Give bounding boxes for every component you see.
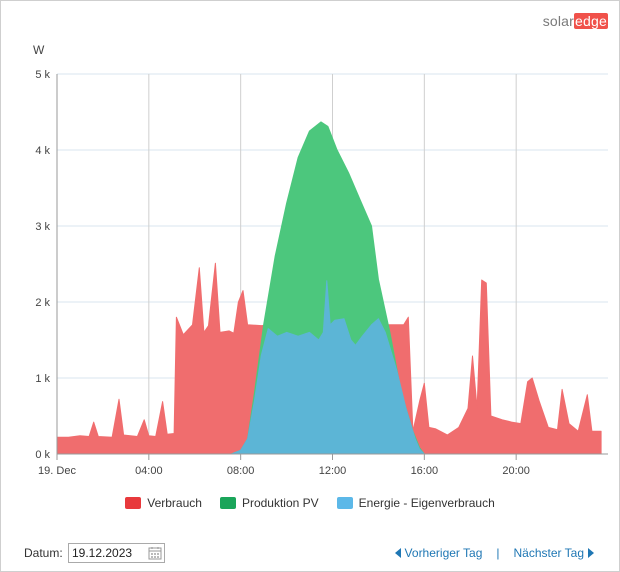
legend-swatch-eigenverbrauch bbox=[336, 497, 353, 509]
legend-item-produktion-pv[interactable]: Produktion PV bbox=[219, 496, 319, 510]
area-series-energie-eigenverbrauch bbox=[231, 280, 425, 455]
solaredge-logo: solaredge bbox=[543, 13, 608, 29]
previous-day-link[interactable]: Vorheriger Tag bbox=[394, 546, 483, 560]
chevron-right-icon bbox=[588, 548, 594, 558]
x-tick-label: 16:00 bbox=[411, 465, 439, 477]
date-input[interactable] bbox=[69, 545, 148, 561]
x-tick-label: 08:00 bbox=[227, 465, 255, 477]
y-tick-label: 2 k bbox=[35, 297, 50, 309]
y-tick-label: 1 k bbox=[35, 373, 50, 385]
x-tick-label: 20:00 bbox=[502, 465, 530, 477]
y-tick-label: 4 k bbox=[35, 145, 50, 157]
chart-legend: Verbrauch Produktion PV Energie - Eigenv… bbox=[0, 496, 620, 510]
x-tick-label: 04:00 bbox=[135, 465, 163, 477]
energy-chart: W 0 k 1 k 2 k 3 k 4 k 5 k 19. Dec 04:00 08:00 12:… bbox=[33, 43, 608, 477]
previous-day-label: Vorheriger Tag bbox=[404, 546, 483, 560]
legend-label-eigenverbrauch: Energie - Eigenverbrauch bbox=[358, 496, 495, 510]
y-tick-label: 5 k bbox=[35, 69, 50, 81]
day-navigation: Vorheriger Tag | Nächster Tag bbox=[394, 546, 594, 560]
legend-label-verbrauch: Verbrauch bbox=[147, 496, 202, 510]
x-tick-label: 19. Dec bbox=[38, 465, 76, 477]
legend-swatch-verbrauch bbox=[125, 497, 142, 509]
x-tick-label: 12:00 bbox=[319, 465, 347, 477]
y-tick-label: 3 k bbox=[35, 221, 50, 233]
chart-axes: 0 k 1 k 2 k 3 k 4 k 5 k 19. Dec 04:00 08:00 12:00… bbox=[35, 69, 608, 477]
footer-bar: Datum: Vorheriger Tag | Nächster Tag bbox=[24, 543, 608, 563]
legend-item-eigenverbrauch[interactable]: Energie - Eigenverbrauch bbox=[336, 496, 495, 510]
y-tick-label: 0 k bbox=[35, 449, 50, 461]
legend-label-produktion-pv: Produktion PV bbox=[241, 496, 319, 510]
calendar-icon[interactable] bbox=[148, 546, 162, 560]
legend-swatch-produktion-pv bbox=[219, 497, 236, 509]
y-axis-label: W bbox=[33, 43, 45, 57]
date-field[interactable] bbox=[68, 543, 165, 563]
date-label: Datum: bbox=[24, 546, 63, 560]
logo-edge-text: edge bbox=[574, 13, 608, 29]
next-day-link[interactable]: Nächster Tag bbox=[514, 546, 594, 560]
logo-solar-text: solar bbox=[542, 13, 575, 29]
chevron-left-icon bbox=[394, 548, 401, 558]
nav-separator: | bbox=[496, 546, 500, 560]
chart-areas bbox=[56, 121, 602, 455]
legend-item-verbrauch[interactable]: Verbrauch bbox=[125, 496, 202, 510]
next-day-label: Nächster Tag bbox=[513, 546, 584, 560]
